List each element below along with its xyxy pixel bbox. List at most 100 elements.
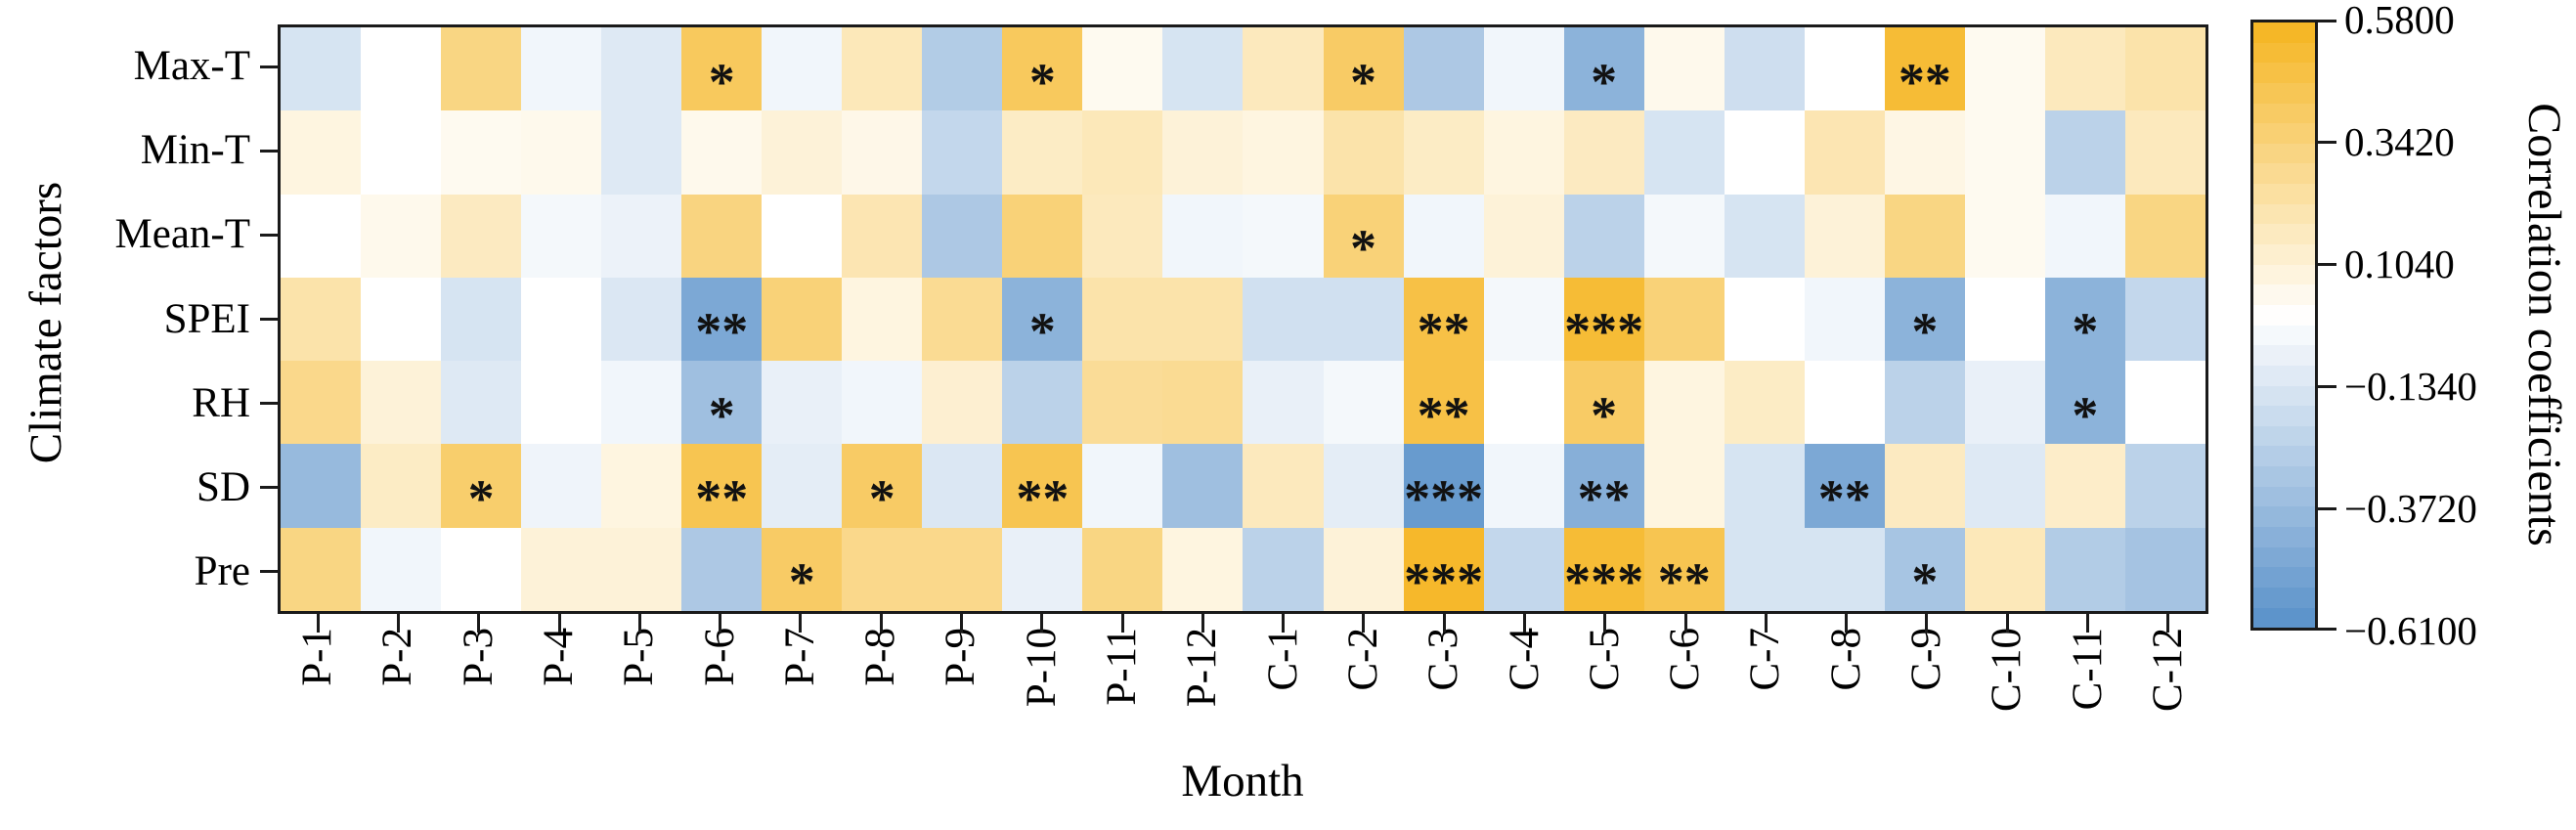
heatmap-cell: ***: [1563, 277, 1644, 362]
x-tick-mark: [1201, 614, 1204, 633]
x-tick-mark: [316, 614, 320, 633]
heatmap-cell: [1964, 361, 2045, 445]
y-tick-mark: [260, 65, 278, 68]
heatmap-cell: [1082, 527, 1163, 611]
heatmap-cell: [281, 194, 362, 278]
heatmap-cell: [601, 444, 682, 528]
heatmap-cell: [1643, 110, 1725, 195]
y-tick-mark: [260, 233, 278, 237]
heatmap-cell: [1884, 194, 1965, 278]
heatmap-cell: [1243, 444, 1324, 528]
x-tick-mark: [1764, 614, 1768, 633]
x-tick-mark: [1523, 614, 1527, 633]
heatmap-cell: [601, 527, 682, 611]
heatmap-cell: [2124, 110, 2205, 195]
heatmap-cell: [1243, 194, 1324, 278]
heatmap-cell: [1162, 110, 1244, 195]
colorbar-step: [2253, 264, 2315, 285]
heatmap-cell: [1724, 27, 1805, 111]
colorbar-step: [2253, 203, 2315, 225]
y-tick-mark: [260, 570, 278, 574]
heatmap-cell: [1162, 194, 1244, 278]
heatmap-cell: [521, 444, 602, 528]
colorbar-step: [2253, 304, 2315, 326]
heatmap-cell: [922, 194, 1003, 278]
y-tick-mark: [260, 486, 278, 490]
heatmap-cell: [1082, 110, 1163, 195]
heatmap-cell: [1002, 361, 1083, 445]
colorbar-step: [2253, 466, 2315, 487]
heatmap-cell: [281, 444, 362, 528]
heatmap-cell: [1483, 194, 1564, 278]
y-tick-mark: [260, 149, 278, 153]
x-tick-mark: [719, 614, 722, 633]
heatmap-cell: [1964, 27, 2045, 111]
x-tick-label: P-2: [374, 628, 421, 686]
colorbar-step: [2253, 546, 2315, 568]
colorbar-step: [2253, 284, 2315, 305]
colorbar-step: [2253, 486, 2315, 507]
heatmap-cell: [521, 527, 602, 611]
heatmap-cell: [922, 277, 1003, 362]
heatmap-cell: [441, 27, 522, 111]
heatmap-cell: [601, 194, 682, 278]
x-tick-mark: [1845, 614, 1849, 633]
x-tick-mark: [1603, 614, 1607, 633]
x-tick-mark: [2166, 614, 2170, 633]
x-tick-mark: [1925, 614, 1929, 633]
heatmap-cell: [1403, 110, 1484, 195]
x-tick-mark: [1362, 614, 1366, 633]
heatmap-cell: [1804, 277, 1885, 362]
colorbar-tick-mark: [2318, 506, 2336, 510]
heatmap-cell: [922, 27, 1003, 111]
heatmap-cell: [1563, 110, 1644, 195]
heatmap-cell: [2124, 444, 2205, 528]
x-tick-mark: [1040, 614, 1044, 633]
heatmap-cell: **: [1403, 361, 1484, 445]
heatmap-cell: [1162, 277, 1244, 362]
heatmap-cell: [1403, 194, 1484, 278]
heatmap-cell: [842, 194, 923, 278]
heatmap-cell: [1082, 277, 1163, 362]
colorbar-title: Correlation coefficients: [2518, 103, 2570, 546]
heatmap-cell: [1724, 277, 1805, 362]
heatmap-cell: [762, 361, 843, 445]
heatmap-cell: [361, 194, 442, 278]
heatmap-cell: [1002, 110, 1083, 195]
heatmap-cell: [762, 277, 843, 362]
colorbar-step: [2253, 527, 2315, 547]
heatmap-cell: [1403, 27, 1484, 111]
heatmap-cell: [1483, 110, 1564, 195]
heatmap-cell: ***: [1563, 527, 1644, 611]
colorbar-tick-label: −0.6100: [2344, 608, 2477, 653]
colorbar-step: [2253, 425, 2315, 447]
x-tick-mark: [477, 614, 481, 633]
heatmap-cell: [1002, 194, 1083, 278]
heatmap-cell: *: [1002, 277, 1083, 362]
heatmap-cell: [1243, 361, 1324, 445]
heatmap-cell: [521, 361, 602, 445]
heatmap-cell: [1563, 194, 1644, 278]
x-tick-label: P-10: [1018, 628, 1065, 708]
heatmap-cell: [1884, 361, 1965, 445]
heatmap-cell: [922, 110, 1003, 195]
heatmap-cell: [441, 277, 522, 362]
colorbar-step: [2253, 385, 2315, 407]
heatmap-cell: [601, 277, 682, 362]
heatmap-cell: [762, 444, 843, 528]
heatmap-cell: **: [1884, 27, 1965, 111]
heatmap-cell: [281, 361, 362, 445]
heatmap-cell: [681, 110, 763, 195]
colorbar-step: [2253, 406, 2315, 426]
x-tick-mark: [959, 614, 963, 633]
x-tick-mark: [799, 614, 803, 633]
heatmap-cell: [1643, 194, 1725, 278]
heatmap-cell: [681, 527, 763, 611]
y-tick-label: Min-T: [140, 127, 250, 174]
heatmap-cell: **: [1563, 444, 1644, 528]
heatmap-cell: [2124, 194, 2205, 278]
heatmap-cell: [441, 361, 522, 445]
heatmap-cell: ***: [1403, 444, 1484, 528]
heatmap-cell: [1162, 27, 1244, 111]
colorbar-step: [2253, 365, 2315, 386]
